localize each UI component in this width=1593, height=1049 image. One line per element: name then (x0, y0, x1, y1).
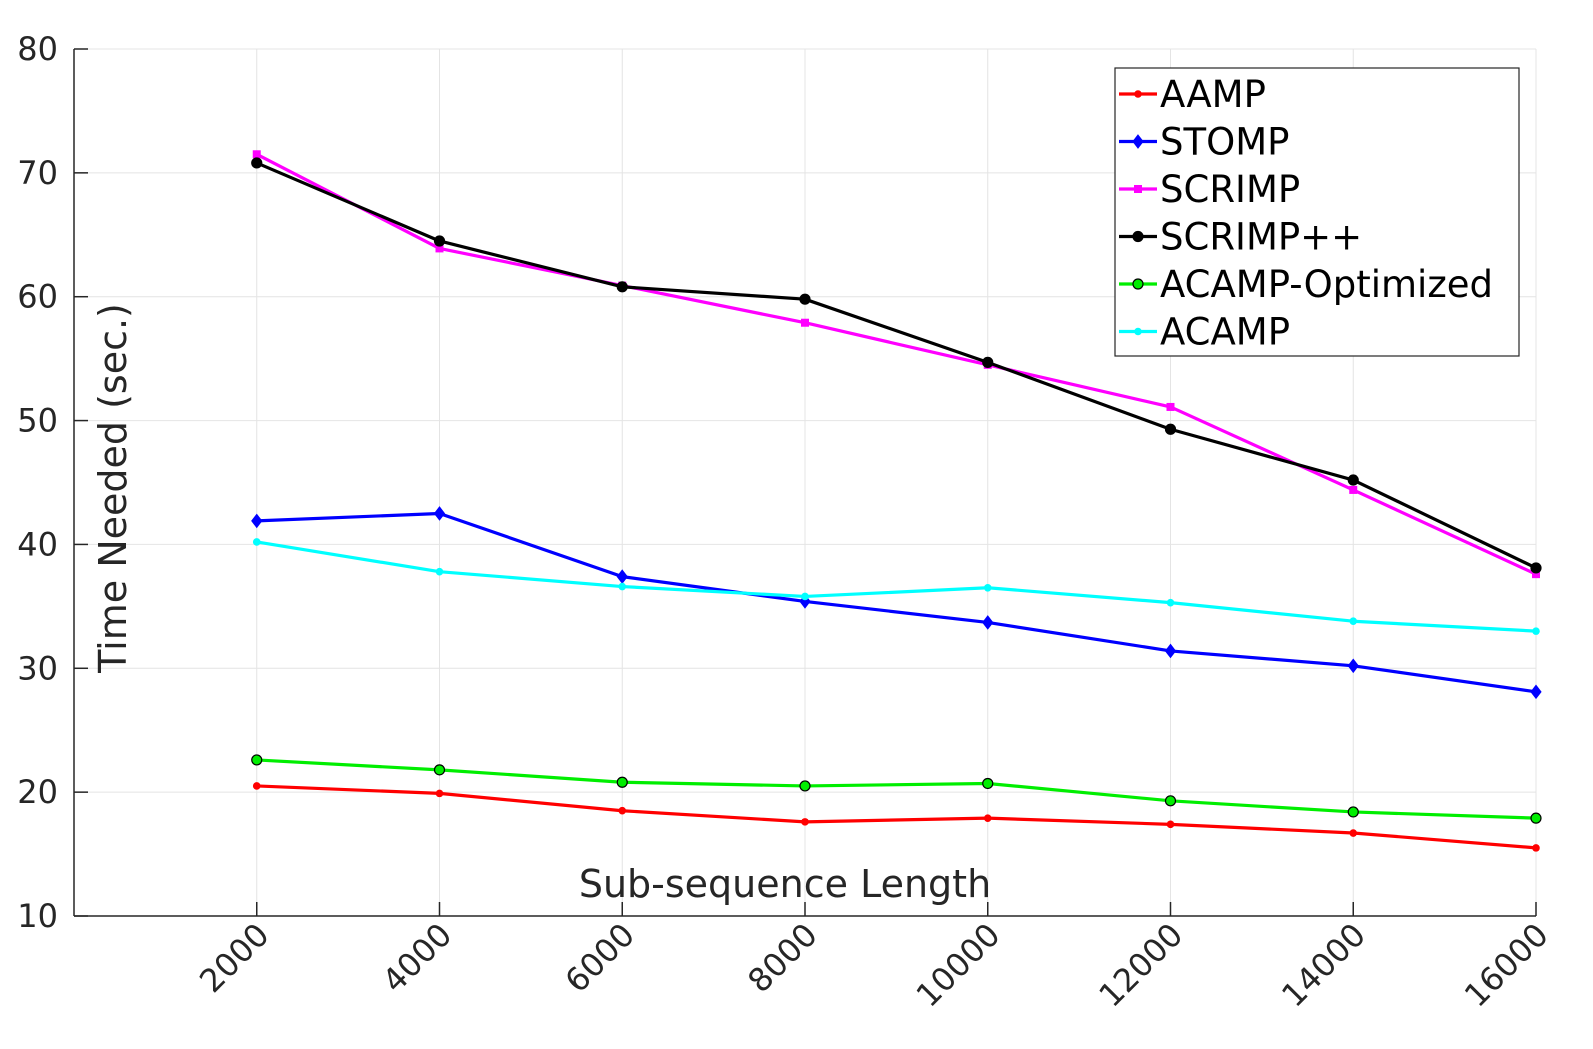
data-point (1166, 402, 1175, 411)
data-point (435, 567, 444, 576)
data-point (435, 789, 444, 798)
series-0 (252, 782, 1540, 852)
series-group (251, 150, 1542, 852)
legend-item: SCRIMP++ (1119, 216, 1362, 259)
data-point (1530, 684, 1542, 700)
data-point (1532, 570, 1540, 579)
data-point (618, 806, 627, 815)
legend-label: SCRIMP++ (1160, 216, 1362, 259)
data-point (251, 513, 263, 529)
legend-label: AAMP (1160, 73, 1266, 116)
y-tick-label: 40 (17, 525, 58, 563)
x-tick-label: 16000 (1457, 916, 1556, 1015)
y-tick-label: 50 (17, 402, 58, 440)
data-point (435, 244, 444, 253)
legend-item: AAMP (1119, 73, 1266, 116)
data-point (1164, 795, 1177, 807)
data-point (1347, 806, 1359, 818)
legend-swatch-marker (1134, 327, 1142, 336)
y-tick-label: 20 (17, 773, 58, 811)
data-point (433, 235, 446, 247)
legend-item: ACAMP-Optimized (1119, 263, 1493, 306)
legend-item: STOMP (1119, 121, 1289, 164)
data-point (251, 157, 263, 169)
legend-swatch-marker (1132, 278, 1144, 290)
data-point (618, 582, 627, 591)
series-3 (251, 157, 1542, 574)
data-point (1530, 562, 1542, 574)
y-tick-label: 10 (17, 897, 58, 935)
y-axis-label: Time Needed (sec.) (91, 303, 135, 674)
data-point (982, 777, 994, 790)
data-point (799, 780, 811, 792)
y-tick-label: 60 (17, 278, 58, 316)
data-point (433, 506, 446, 521)
series-5 (252, 538, 1540, 635)
x-axis-label: Sub-sequence Length (579, 862, 991, 906)
x-tick-label: 10000 (909, 916, 1008, 1015)
data-point (1347, 474, 1359, 486)
x-tick-label: 8000 (740, 916, 824, 1000)
data-point (252, 150, 261, 159)
data-point (1164, 643, 1177, 659)
y-tick-label: 30 (17, 649, 58, 687)
data-point (982, 615, 994, 630)
data-point (252, 538, 261, 546)
series-line (256, 784, 1537, 850)
legend-swatch-marker (1134, 185, 1142, 193)
x-tick-label: 6000 (558, 916, 642, 1000)
data-point (616, 281, 628, 293)
series-line (256, 758, 1537, 820)
data-point (1166, 820, 1175, 829)
x-tick-label: 4000 (375, 916, 459, 1000)
data-point (1532, 627, 1540, 635)
legend-item: SCRIMP (1119, 168, 1300, 211)
legend-swatch-marker (1132, 230, 1144, 243)
legend-label: SCRIMP (1160, 168, 1300, 211)
x-tick-label: 14000 (1274, 916, 1373, 1015)
data-point (1347, 658, 1359, 674)
legend-label: STOMP (1160, 121, 1289, 164)
data-point (1349, 829, 1358, 837)
legend-box (1114, 67, 1520, 357)
series-line (256, 511, 1537, 694)
x-tick-label: 2000 (192, 916, 276, 1000)
legend-swatch-marker (1132, 134, 1144, 149)
data-point (252, 782, 261, 790)
legend-label: ACAMP-Optimized (1160, 263, 1493, 306)
data-point (801, 592, 809, 601)
data-point (1166, 598, 1175, 607)
series-4 (251, 754, 1542, 824)
data-point (801, 318, 809, 327)
data-point (616, 776, 628, 788)
data-point (1532, 844, 1540, 852)
legend-item: ACAMP (1119, 311, 1290, 354)
data-point (801, 818, 809, 826)
data-point (1349, 617, 1358, 626)
data-point (1530, 812, 1542, 824)
series-line (256, 152, 1537, 576)
series-line (256, 540, 1537, 633)
y-tick-label: 70 (17, 154, 58, 192)
data-point (983, 583, 992, 592)
data-point (1164, 423, 1177, 435)
x-tick-label: 12000 (1091, 916, 1190, 1015)
data-point (983, 814, 992, 822)
data-point (799, 293, 811, 305)
series-1 (251, 506, 1542, 700)
y-tick-label: 80 (17, 30, 58, 68)
data-point (1349, 485, 1358, 494)
legend-swatch-marker (1134, 90, 1142, 98)
data-point (251, 754, 263, 766)
legend-label: ACAMP (1160, 311, 1290, 354)
data-point (433, 764, 446, 776)
axes (73, 48, 1537, 917)
data-point (982, 356, 994, 368)
series-line (256, 161, 1537, 570)
